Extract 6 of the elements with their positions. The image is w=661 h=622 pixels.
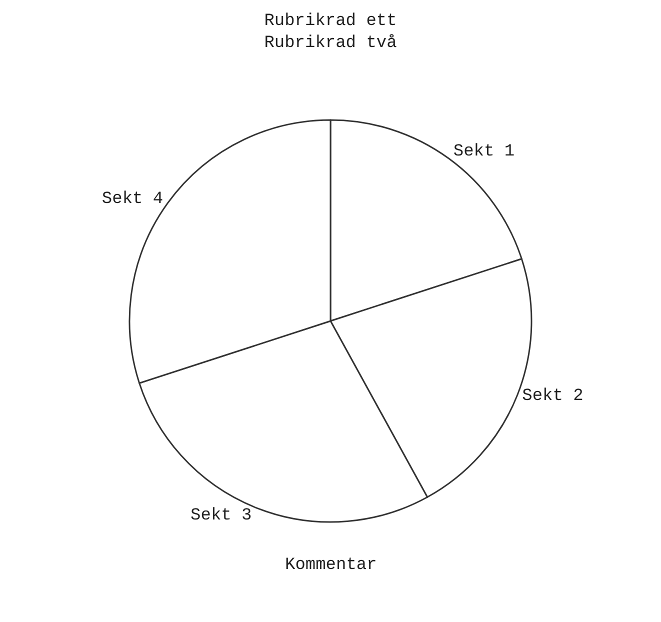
slice-label: Sekt 4 — [102, 190, 164, 210]
slice-label: Sekt 3 — [190, 506, 252, 526]
slice-label: Sekt 2 — [522, 386, 584, 406]
chart-title: Rubrikrad ett Rubrikrad två — [264, 12, 397, 53]
text: Kommentar — [285, 556, 377, 575]
slice-label: Sekt 1 — [453, 142, 515, 162]
